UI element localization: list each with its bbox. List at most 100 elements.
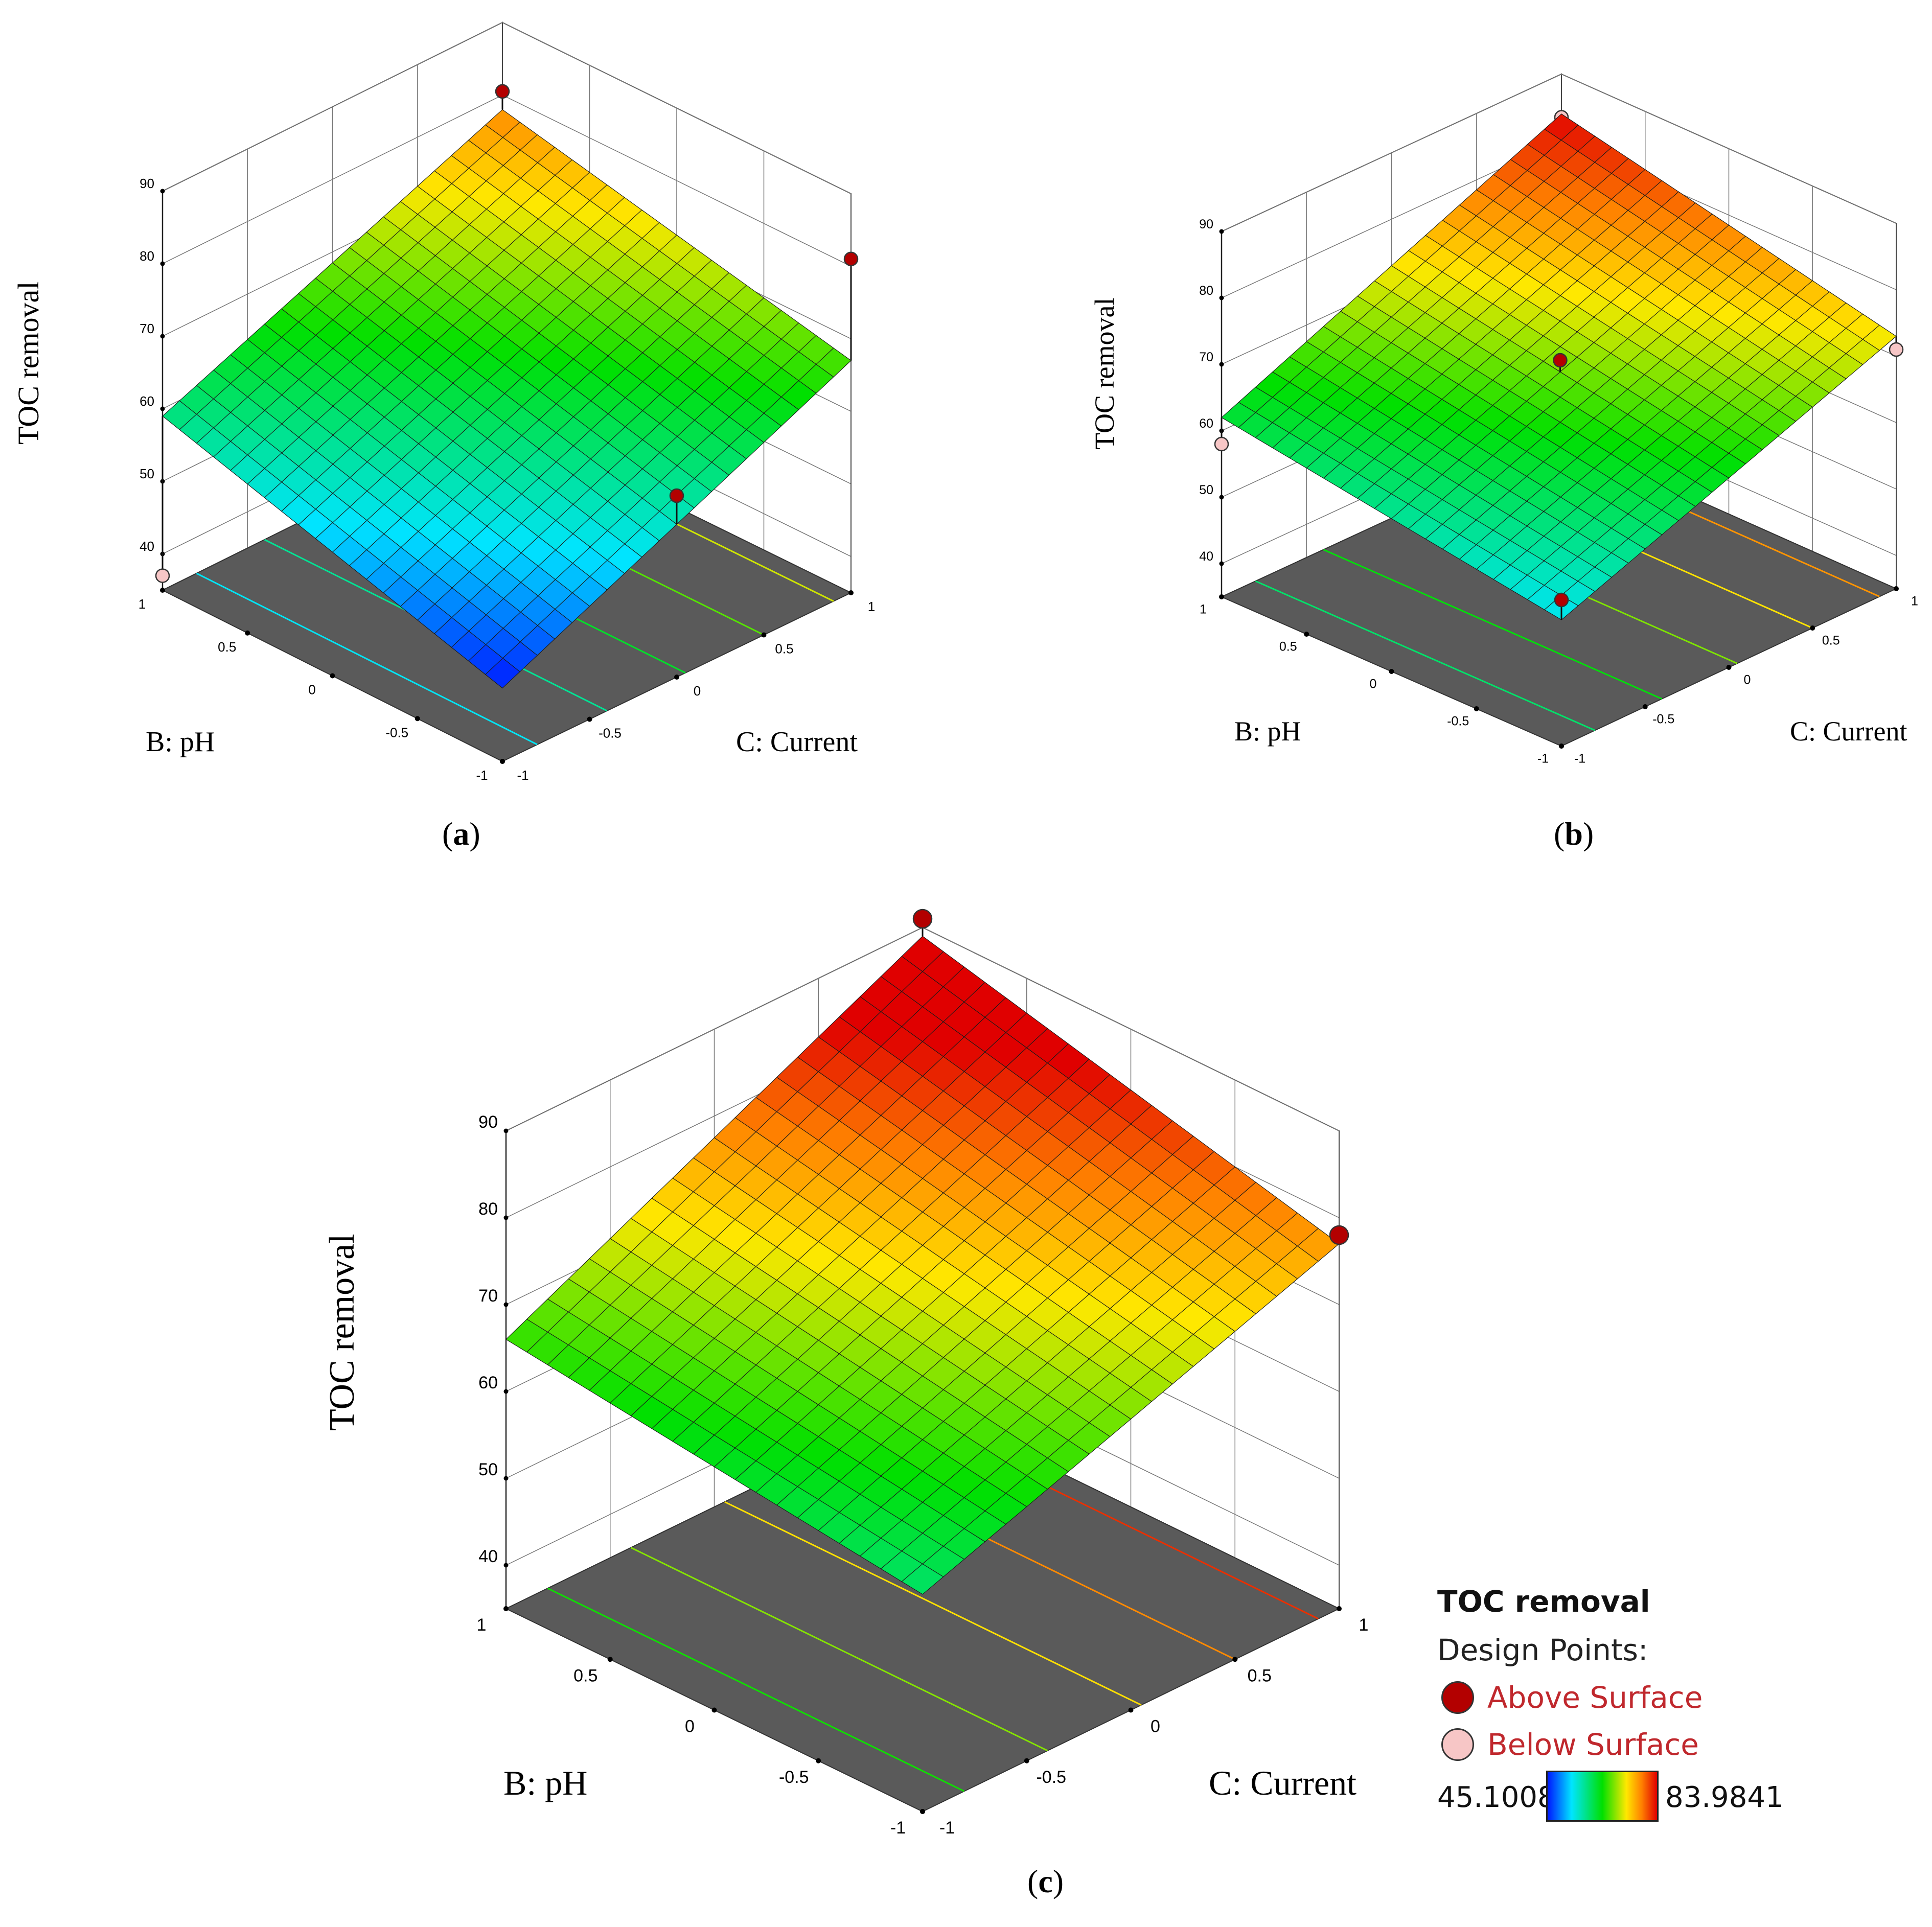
- y-tick-dot: [1232, 1657, 1238, 1662]
- y-tick-label: -0.5: [599, 726, 622, 741]
- panel-b: 40 50 60 70 80 90 -1 -0.5 0 0.5 1 -1 -0.5 0 0.5 1 TOC r…: [966, 0, 1932, 869]
- surface-plot-a: 40 50 60 70 80 90 -1 -0.5 0 0.5 1 -1 -0.5 0 0.5 1: [139, 21, 875, 783]
- z-tick-dot: [1219, 295, 1224, 300]
- y-tick-label: -1: [939, 1818, 955, 1838]
- floor-contour: [547, 1587, 965, 1792]
- z-axis-label: TOC removal: [1089, 297, 1120, 450]
- design-point-marker: [1889, 342, 1904, 357]
- z-tick-dot: [503, 1302, 509, 1307]
- response-surface: [505, 936, 1340, 1595]
- design-point-below: [155, 416, 170, 583]
- floor-contour: [630, 1547, 1048, 1752]
- z-tick-label: 60: [1199, 416, 1213, 431]
- x-tick-dot: [330, 673, 335, 679]
- legend-below-label: Below Surface: [1487, 1727, 1699, 1762]
- color-ramp-min: 45.1008: [1437, 1781, 1556, 1814]
- y-tick-dot: [1642, 704, 1648, 709]
- y-tick-dot: [1337, 1606, 1342, 1611]
- design-point-above: [1553, 353, 1568, 372]
- x-tick-label: 0.5: [1279, 639, 1297, 654]
- design-point-marker: [843, 251, 859, 267]
- design-point-above: [843, 251, 859, 361]
- x-tick-label: -1: [476, 768, 488, 783]
- z-tick-dot: [503, 1476, 509, 1481]
- y-tick-dot: [1726, 665, 1732, 670]
- z-tick-label: 80: [478, 1199, 498, 1219]
- z-tick-label: 70: [140, 321, 154, 336]
- panel-a: 40 50 60 70 80 90 -1 -0.5 0 0.5 1 -1 -0.5 0 0.5 1 TOC r…: [0, 0, 966, 869]
- panel-letter: a: [453, 816, 470, 852]
- y-tick-label: -1: [1574, 751, 1585, 765]
- z-axis-label: TOC removal: [12, 281, 45, 445]
- x-tick-label: -1: [1537, 751, 1549, 765]
- z-tick-label: 60: [478, 1373, 498, 1392]
- x-tick-label: 0: [1370, 677, 1377, 691]
- surface-plot-c: 40 50 60 70 80 90 -1 -0.5 0 0.5 1 -1 -0.5 0 0.5 1: [477, 909, 1369, 1838]
- y-tick-label: -0.5: [1036, 1768, 1066, 1787]
- x-tick-dot: [1304, 632, 1309, 637]
- design-point-marker: [912, 909, 933, 929]
- z-gridline: [1221, 74, 1897, 232]
- x-tick-label: 0: [308, 682, 315, 698]
- y-tick-dot: [848, 590, 854, 595]
- legend-above-label: Above Surface: [1487, 1680, 1703, 1715]
- z-tick-label: 50: [478, 1460, 498, 1479]
- legend-title: TOC removal: [1437, 1584, 1650, 1619]
- legend: TOC removal Design Points: Above Surface…: [1426, 1564, 1855, 1850]
- z-tick-dot: [503, 1128, 509, 1133]
- color-ramp-max: 83.9841: [1665, 1781, 1784, 1814]
- y-tick-label: 0: [1744, 672, 1751, 687]
- design-point-marker: [669, 488, 684, 503]
- x-tick-dot: [1219, 594, 1224, 599]
- y-axis-label: C: Current: [736, 726, 858, 758]
- design-point-above: [1329, 1225, 1349, 1245]
- z-tick-dot: [503, 1215, 509, 1220]
- z-tick-label: 90: [478, 1112, 498, 1132]
- panel-caption: (a): [442, 816, 480, 852]
- floor-contour: [1255, 580, 1596, 731]
- y-tick-dot: [1894, 586, 1899, 591]
- surface-cell: [485, 658, 520, 689]
- panel-letter: b: [1565, 816, 1583, 852]
- y-tick-dot: [761, 632, 767, 638]
- x-tick-label: -0.5: [385, 725, 408, 740]
- x-tick-dot: [503, 1606, 509, 1611]
- z-tick-label: 80: [1199, 284, 1213, 298]
- y-tick-label: 1: [1359, 1615, 1369, 1635]
- x-tick-label: 1: [1200, 602, 1207, 616]
- floor-contour: [724, 1501, 1142, 1706]
- z-tick-dot: [1219, 229, 1224, 234]
- legend-design-points-label: Design Points:: [1437, 1633, 1648, 1667]
- z-tick-label: 70: [478, 1286, 498, 1306]
- x-tick-dot: [160, 588, 165, 593]
- y-axis-label: C: Current: [1790, 716, 1907, 747]
- y-tick-label: -1: [517, 768, 528, 783]
- z-tick-dot: [1219, 561, 1224, 566]
- x-tick-label: 1: [139, 596, 146, 612]
- z-axis-label: TOC removal: [323, 1234, 362, 1431]
- x-tick-label: 1: [477, 1615, 487, 1635]
- z-tick-label: 40: [140, 539, 154, 554]
- panel-letter: c: [1038, 1863, 1053, 1899]
- design-point-marker: [495, 84, 510, 99]
- z-tick-label: 70: [1199, 350, 1213, 364]
- floor-contour: [196, 572, 538, 746]
- z-tick-dot: [503, 1563, 509, 1568]
- panel-caption: (c): [1027, 1863, 1064, 1899]
- panel-caption: (b): [1554, 816, 1594, 852]
- x-axis-label: B: pH: [146, 726, 215, 758]
- design-point-marker: [1329, 1225, 1349, 1245]
- response-surface: [162, 109, 852, 689]
- y-axis-label: C: Current: [1209, 1763, 1356, 1802]
- y-tick-dot: [500, 759, 505, 764]
- y-tick-label: 0: [1151, 1717, 1160, 1736]
- design-point-above: [495, 84, 510, 110]
- surface-cell: [901, 1563, 944, 1595]
- above-surface-marker-icon: [1441, 1681, 1474, 1714]
- z-tick-label: 90: [1199, 217, 1213, 231]
- x-axis-label: B: pH: [1234, 716, 1301, 747]
- y-tick-label: -0.5: [1652, 712, 1674, 726]
- y-tick-dot: [920, 1809, 925, 1814]
- y-tick-dot: [1024, 1758, 1029, 1763]
- z-tick-label: 40: [478, 1547, 498, 1566]
